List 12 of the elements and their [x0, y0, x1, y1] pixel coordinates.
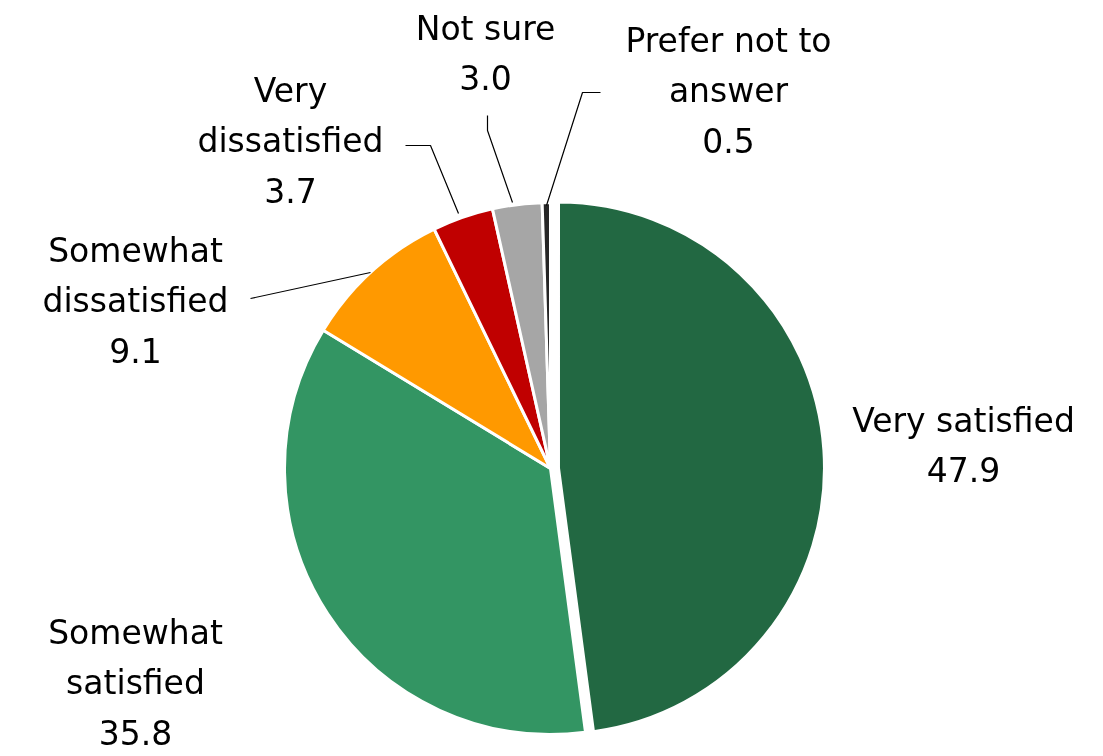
slice-label: Very satisfied	[852, 400, 1075, 440]
slice-label: Somewhat dissatisfied	[42, 230, 229, 321]
data-label: 3.0	[459, 59, 512, 99]
slice-label: Very dissatisfied	[197, 70, 384, 161]
data-label: 47.9	[926, 451, 1001, 491]
data-label: 3.7	[264, 171, 317, 211]
data-label: 0.5	[702, 121, 755, 161]
data-label: 9.1	[109, 331, 162, 371]
data-label: 35.8	[98, 713, 173, 753]
slice-label: Prefer not to answer	[625, 20, 832, 111]
slice-label: Not sure	[415, 8, 556, 48]
slice-label: Somewhat satisfied	[48, 612, 223, 703]
